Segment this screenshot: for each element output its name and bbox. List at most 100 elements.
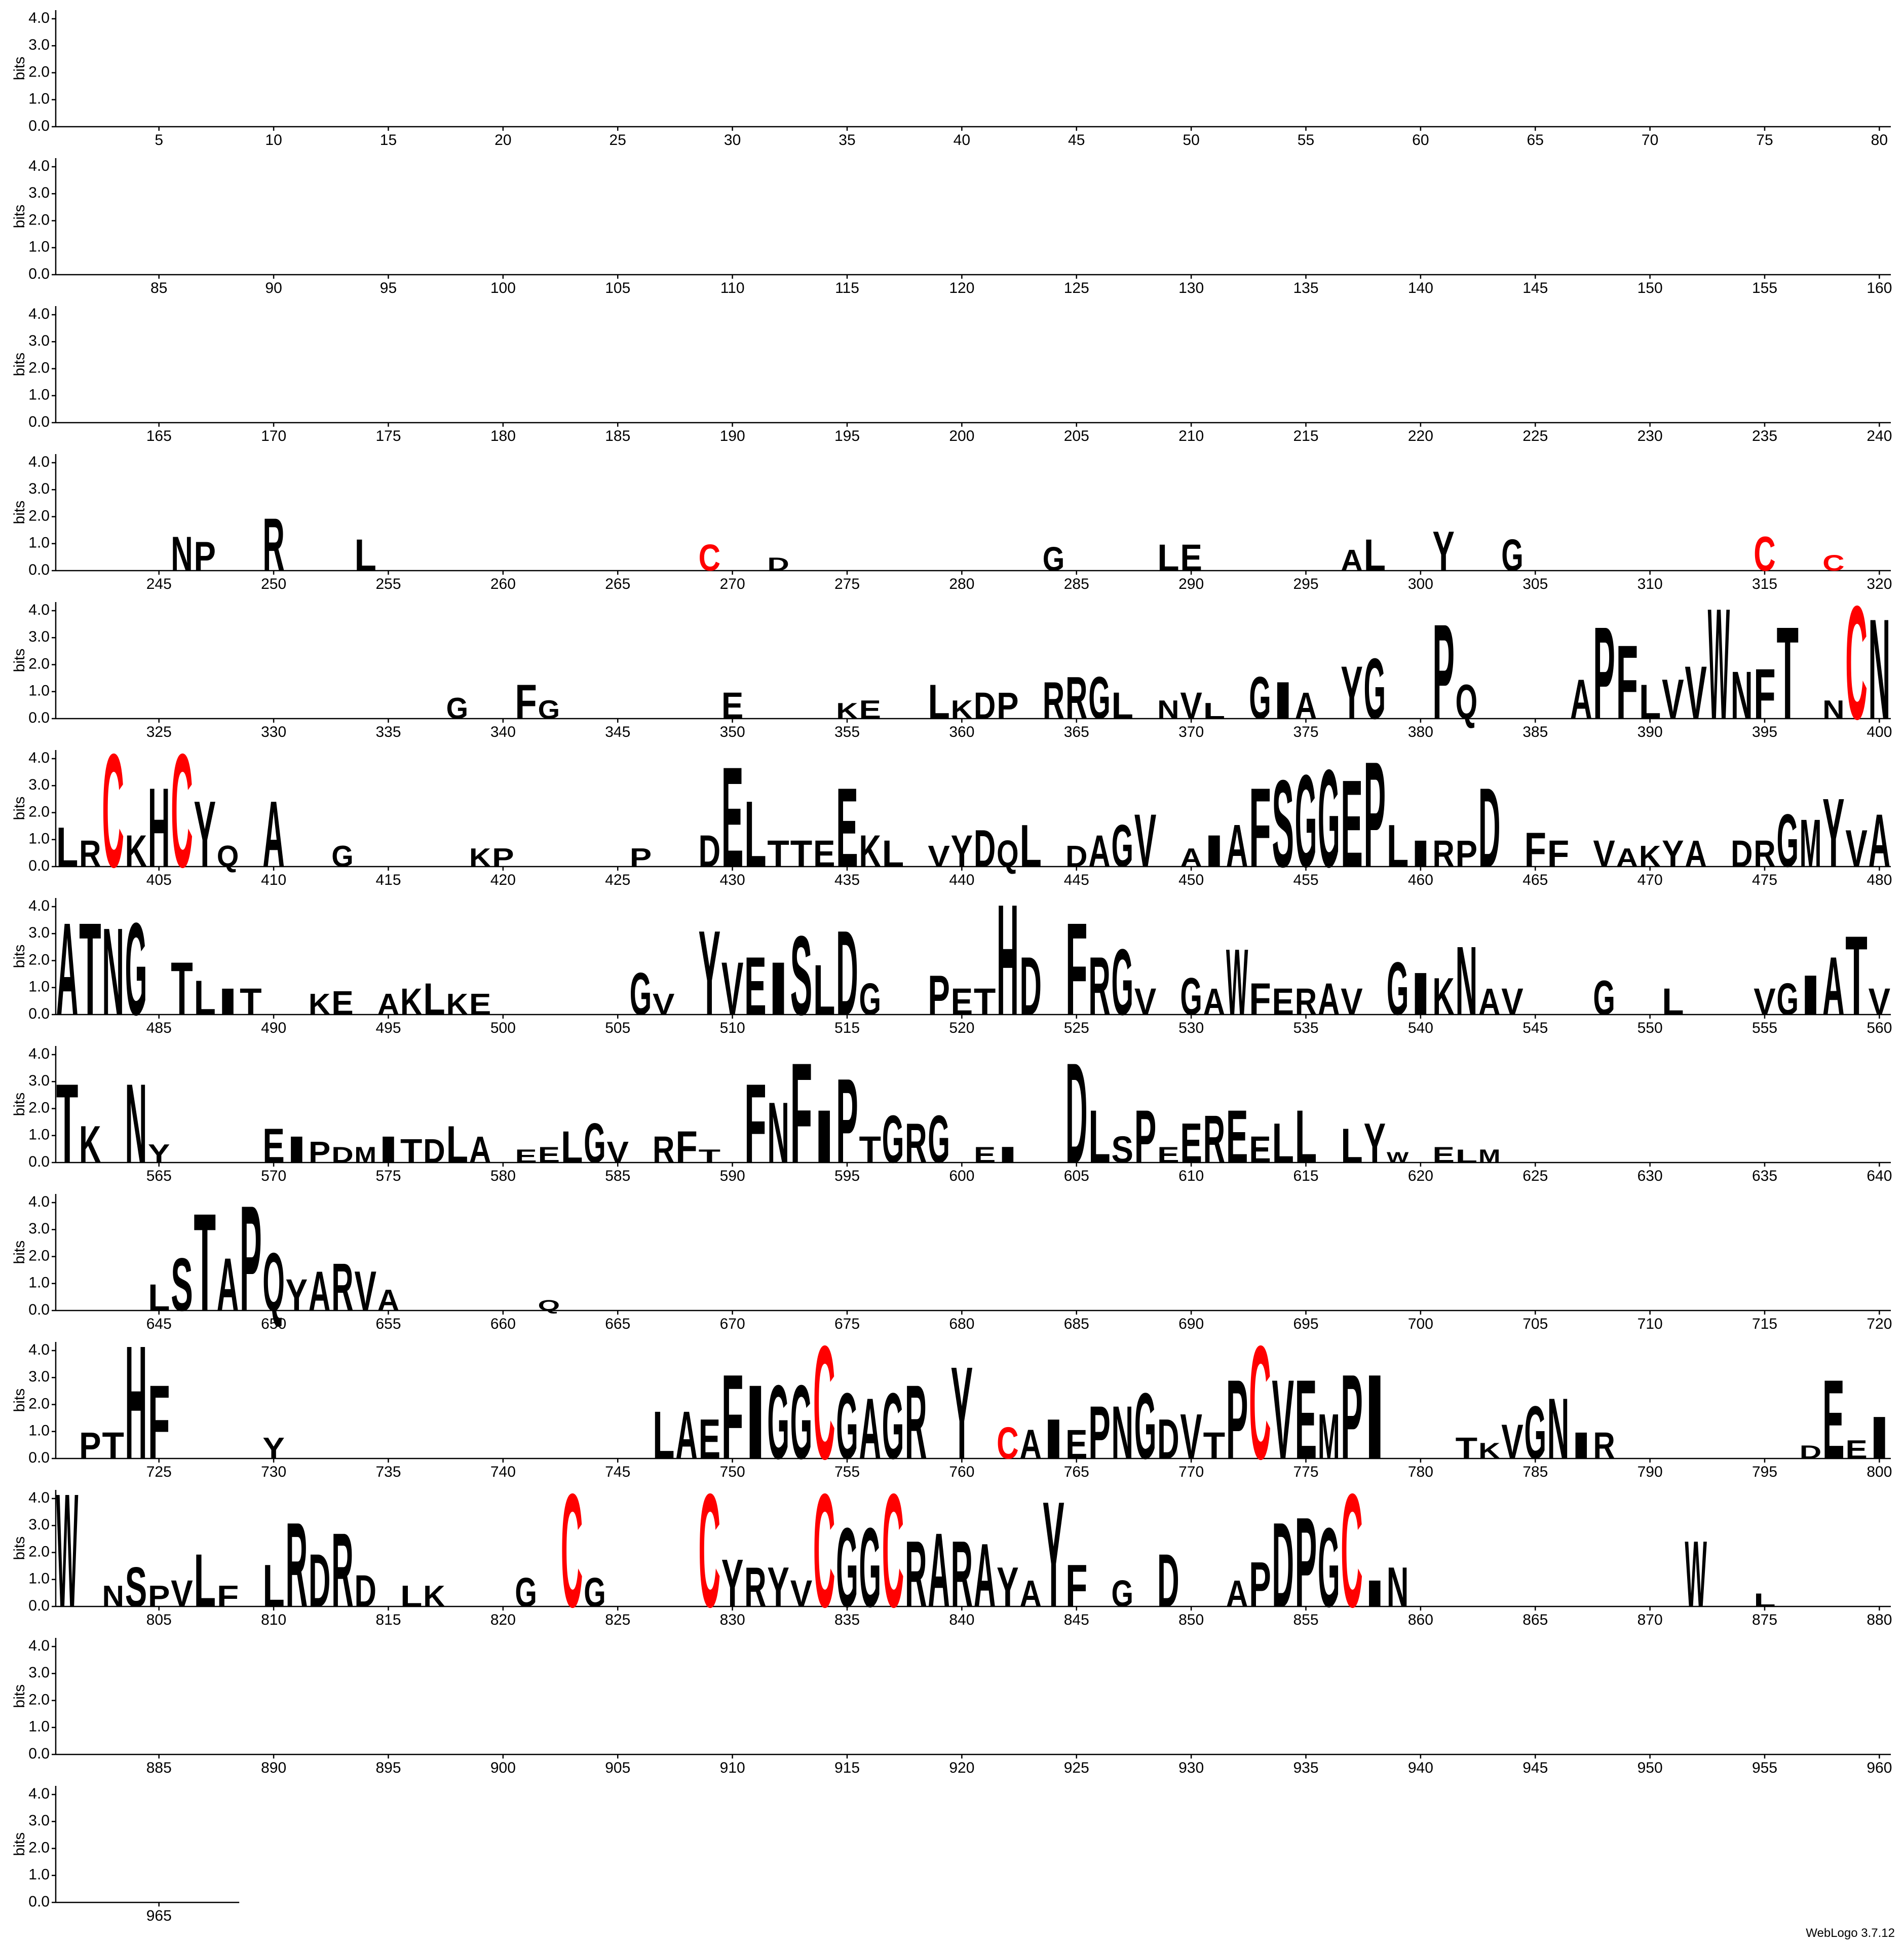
residue: P: [492, 843, 514, 872]
residue: N: [1731, 658, 1753, 734]
residue: D: [1272, 1498, 1293, 1632]
residue: E: [813, 832, 835, 875]
residue: E: [262, 1118, 284, 1173]
residue: T: [974, 980, 996, 1023]
x-tick-label: 155: [1752, 280, 1777, 296]
residue: A: [859, 1380, 881, 1477]
x-tick-label: 425: [605, 872, 630, 888]
residue: R: [1295, 980, 1317, 1023]
x-tick-label: 630: [1638, 1168, 1663, 1184]
residue: L: [561, 1122, 583, 1173]
residue: R: [79, 832, 101, 875]
residue: P: [1432, 596, 1454, 747]
residue: C: [699, 1461, 720, 1641]
x-tick-label: 780: [1408, 1464, 1433, 1480]
y-tick-label: 0.0: [28, 1745, 50, 1762]
x-tick-label: 265: [605, 576, 630, 592]
residue: K: [423, 1580, 445, 1613]
y-tick-label: 0.0: [28, 1005, 50, 1022]
residue: F: [1065, 895, 1087, 1042]
x-tick-label: 655: [375, 1316, 401, 1332]
x-tick-label: 80: [1871, 132, 1888, 148]
x-tick-label: 610: [1178, 1168, 1204, 1184]
residue: L: [813, 950, 835, 1030]
residue: G: [1318, 1505, 1340, 1631]
residue: G: [446, 692, 468, 725]
residue: E: [699, 1408, 720, 1471]
x-tick-label: 85: [150, 280, 167, 296]
x-tick-label: 505: [605, 1020, 630, 1036]
residue: I: [286, 1128, 308, 1171]
residue: A: [1869, 798, 1890, 883]
x-tick-label: 855: [1293, 1612, 1318, 1628]
residue: E: [1845, 1435, 1867, 1464]
residue: V: [1180, 684, 1202, 727]
y-tick-label: 2.0: [28, 507, 50, 524]
footer: WebLogo 3.7.12: [1806, 1926, 1895, 1940]
residue: A: [1019, 1572, 1041, 1615]
residue: C: [882, 1461, 904, 1641]
y-tick-label: 2.0: [28, 1839, 50, 1856]
residue: G: [1112, 813, 1133, 880]
residue: V: [1869, 980, 1891, 1023]
residue: G: [584, 1112, 605, 1175]
y-tick-label: 4.0: [28, 306, 50, 322]
residue: E: [1249, 1128, 1271, 1171]
residue: K: [79, 1115, 101, 1174]
x-tick-label: 590: [720, 1168, 745, 1184]
residue: T: [859, 1128, 881, 1171]
residue: I: [997, 1142, 1018, 1168]
y-tick-label: 2.0: [28, 211, 50, 228]
residue: A: [1203, 980, 1225, 1023]
x-tick-label: 685: [1064, 1316, 1089, 1332]
residue: G: [1112, 1572, 1133, 1615]
residue: Y: [951, 1339, 973, 1486]
residue: A: [469, 1128, 491, 1171]
x-tick-label: 805: [146, 1612, 172, 1628]
x-tick-label: 815: [375, 1612, 401, 1628]
x-tick-label: 795: [1752, 1464, 1777, 1480]
residue: A: [1822, 940, 1844, 1032]
residue: L: [882, 832, 904, 875]
y-axis-label: bits: [11, 1537, 28, 1560]
residue: V: [1341, 980, 1363, 1023]
residue: T: [400, 1132, 422, 1170]
residue: R: [1432, 832, 1454, 875]
residue: G: [836, 1505, 858, 1631]
residue: L: [1203, 698, 1225, 724]
residue: A: [1318, 974, 1340, 1025]
residue: G: [1112, 929, 1133, 1035]
y-tick-label: 0.0: [28, 118, 50, 134]
x-tick-label: 315: [1752, 576, 1777, 592]
x-tick-label: 500: [490, 1020, 516, 1036]
residue: Y: [1341, 650, 1362, 735]
residue: K: [836, 698, 858, 724]
residue: R: [905, 1112, 927, 1175]
x-tick-label: 325: [146, 724, 172, 740]
y-tick-label: 0.0: [28, 1301, 50, 1318]
x-tick-label: 320: [1867, 576, 1892, 592]
x-tick-label: 415: [375, 872, 401, 888]
residue: N: [1456, 926, 1477, 1035]
residue: N: [1869, 589, 1890, 749]
y-tick-label: 4.0: [28, 1785, 50, 1802]
x-tick-label: 850: [1178, 1612, 1204, 1628]
x-tick-label: 280: [949, 576, 974, 592]
residue: T: [1203, 1424, 1225, 1467]
residue: V: [1501, 980, 1524, 1023]
residue: P: [79, 1424, 101, 1467]
x-tick-label: 495: [375, 1020, 401, 1036]
x-tick-label: 120: [949, 280, 974, 296]
x-tick-label: 200: [949, 428, 974, 444]
x-tick-label: 170: [261, 428, 286, 444]
x-tick-label: 730: [261, 1464, 286, 1480]
x-tick-label: 605: [1064, 1168, 1089, 1184]
x-tick-label: 935: [1293, 1760, 1318, 1776]
residue: P: [148, 1580, 170, 1613]
y-tick-label: 4.0: [28, 1045, 50, 1062]
residue: Y: [997, 1556, 1018, 1619]
y-tick-label: 1.0: [28, 831, 50, 847]
y-tick-label: 3.0: [28, 1368, 50, 1385]
x-tick-label: 190: [720, 428, 745, 444]
residue: G: [1249, 665, 1271, 732]
